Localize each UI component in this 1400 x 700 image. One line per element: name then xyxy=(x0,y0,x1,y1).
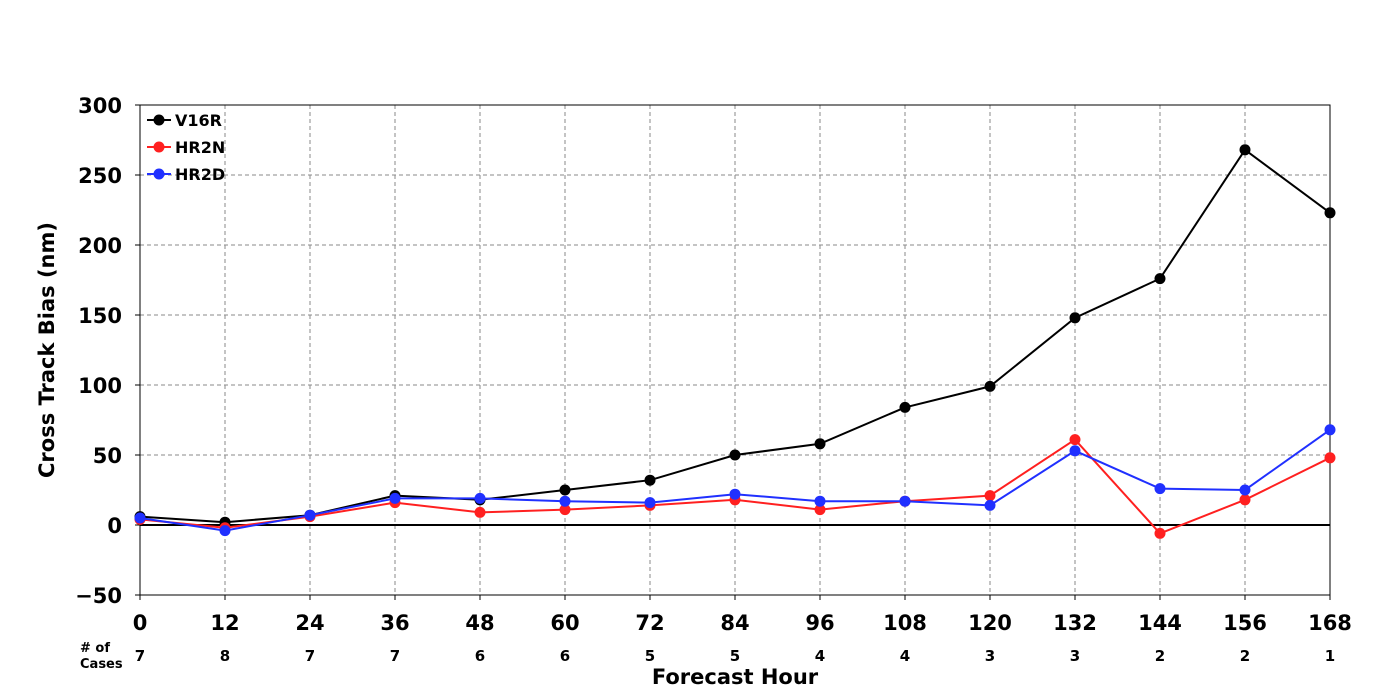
case-count: 5 xyxy=(645,647,655,665)
case-count: 4 xyxy=(815,647,825,665)
x-tick-label: 168 xyxy=(1308,611,1352,635)
series-lines xyxy=(134,144,1336,539)
x-tick-label: 84 xyxy=(720,611,749,635)
legend-marker-swatch xyxy=(153,168,165,180)
data-point xyxy=(1069,434,1081,446)
case-count: 5 xyxy=(730,647,740,665)
data-point xyxy=(559,504,571,516)
y-tick-label: 150 xyxy=(78,304,122,328)
x-tick-label: 24 xyxy=(295,611,324,635)
x-tick-label: 120 xyxy=(968,611,1012,635)
case-count: 3 xyxy=(1070,647,1080,665)
data-point xyxy=(814,438,826,450)
data-point xyxy=(1324,207,1336,219)
legend-label: HR2D xyxy=(175,165,225,184)
cases-label-line-1: # of xyxy=(80,641,110,656)
data-point xyxy=(474,506,486,518)
x-tick-label: 144 xyxy=(1138,611,1182,635)
legend-item-hr2d: HR2D xyxy=(147,165,225,184)
y-tick-label: 200 xyxy=(78,234,122,258)
x-tick-label: 108 xyxy=(883,611,927,635)
data-point xyxy=(1324,452,1336,464)
data-point xyxy=(134,512,146,524)
data-point xyxy=(389,492,401,504)
x-tick-label: 156 xyxy=(1223,611,1267,635)
data-point xyxy=(984,499,996,511)
data-point xyxy=(814,495,826,507)
data-point xyxy=(219,525,231,537)
data-point xyxy=(729,488,741,500)
data-point xyxy=(814,504,826,516)
data-point xyxy=(304,509,316,521)
data-point xyxy=(559,484,571,496)
data-point xyxy=(1154,273,1166,285)
data-point xyxy=(1069,312,1081,324)
data-point xyxy=(899,495,911,507)
x-axis-ticks: 0 12 24 36 48 60 72 84 96 108 120 132 144 156 168 xyxy=(133,595,1352,635)
case-count: 7 xyxy=(305,647,315,665)
x-tick-label: 72 xyxy=(635,611,664,635)
legend-label: HR2N xyxy=(175,138,225,157)
series-hr2d xyxy=(134,424,1336,537)
x-tick-label: 36 xyxy=(380,611,409,635)
case-count: 6 xyxy=(560,647,570,665)
y-tick-label: −50 xyxy=(75,584,122,608)
case-count: 4 xyxy=(900,647,910,665)
legend-marker-swatch xyxy=(153,141,165,153)
y-tick-label: 100 xyxy=(78,374,122,398)
data-point xyxy=(984,490,996,502)
case-count: 2 xyxy=(1240,647,1250,665)
legend-item-v16r: V16R xyxy=(147,111,222,130)
data-point xyxy=(644,474,656,486)
data-point xyxy=(729,449,741,461)
y-axis-title: Cross Track Bias (nm) xyxy=(35,222,59,478)
y-axis-ticks: −50 0 50 100 150 200 250 300 xyxy=(75,94,140,608)
data-point xyxy=(1069,445,1081,457)
case-count: 2 xyxy=(1155,647,1165,665)
legend-marker-swatch xyxy=(153,114,165,126)
cases-label-line-2: Cases xyxy=(80,657,123,672)
data-point xyxy=(644,497,656,509)
y-tick-label: 50 xyxy=(93,444,122,468)
case-count: 3 xyxy=(985,647,995,665)
case-count: 7 xyxy=(135,647,145,665)
case-count: 1 xyxy=(1325,647,1335,665)
y-tick-label: 300 xyxy=(78,94,122,118)
data-point xyxy=(1239,484,1251,496)
data-point xyxy=(1154,527,1166,539)
x-tick-label: 60 xyxy=(550,611,579,635)
legend-item-hr2n: HR2N xyxy=(147,138,225,157)
case-count: 6 xyxy=(475,647,485,665)
data-point xyxy=(474,492,486,504)
legend: V16R HR2N HR2D xyxy=(147,111,225,184)
x-axis-title: Forecast Hour xyxy=(652,665,819,689)
data-point xyxy=(1239,494,1251,506)
legend-label: V16R xyxy=(175,111,222,130)
data-point xyxy=(1324,424,1336,436)
x-tick-label: 48 xyxy=(465,611,494,635)
x-tick-label: 132 xyxy=(1053,611,1097,635)
x-tick-label: 96 xyxy=(805,611,834,635)
case-count: 8 xyxy=(220,647,230,665)
data-point xyxy=(984,380,996,392)
data-point xyxy=(899,401,911,413)
data-point xyxy=(1154,483,1166,495)
y-tick-label: 0 xyxy=(107,514,122,538)
x-tick-label: 0 xyxy=(133,611,148,635)
data-point xyxy=(1239,144,1251,156)
data-point xyxy=(559,495,571,507)
case-count: 7 xyxy=(390,647,400,665)
y-tick-label: 250 xyxy=(78,164,122,188)
cases-row: # of Cases 7 8 7 7 6 6 5 5 4 4 3 3 2 2 1 xyxy=(80,641,1335,672)
x-tick-label: 12 xyxy=(210,611,239,635)
grid xyxy=(140,105,1330,595)
